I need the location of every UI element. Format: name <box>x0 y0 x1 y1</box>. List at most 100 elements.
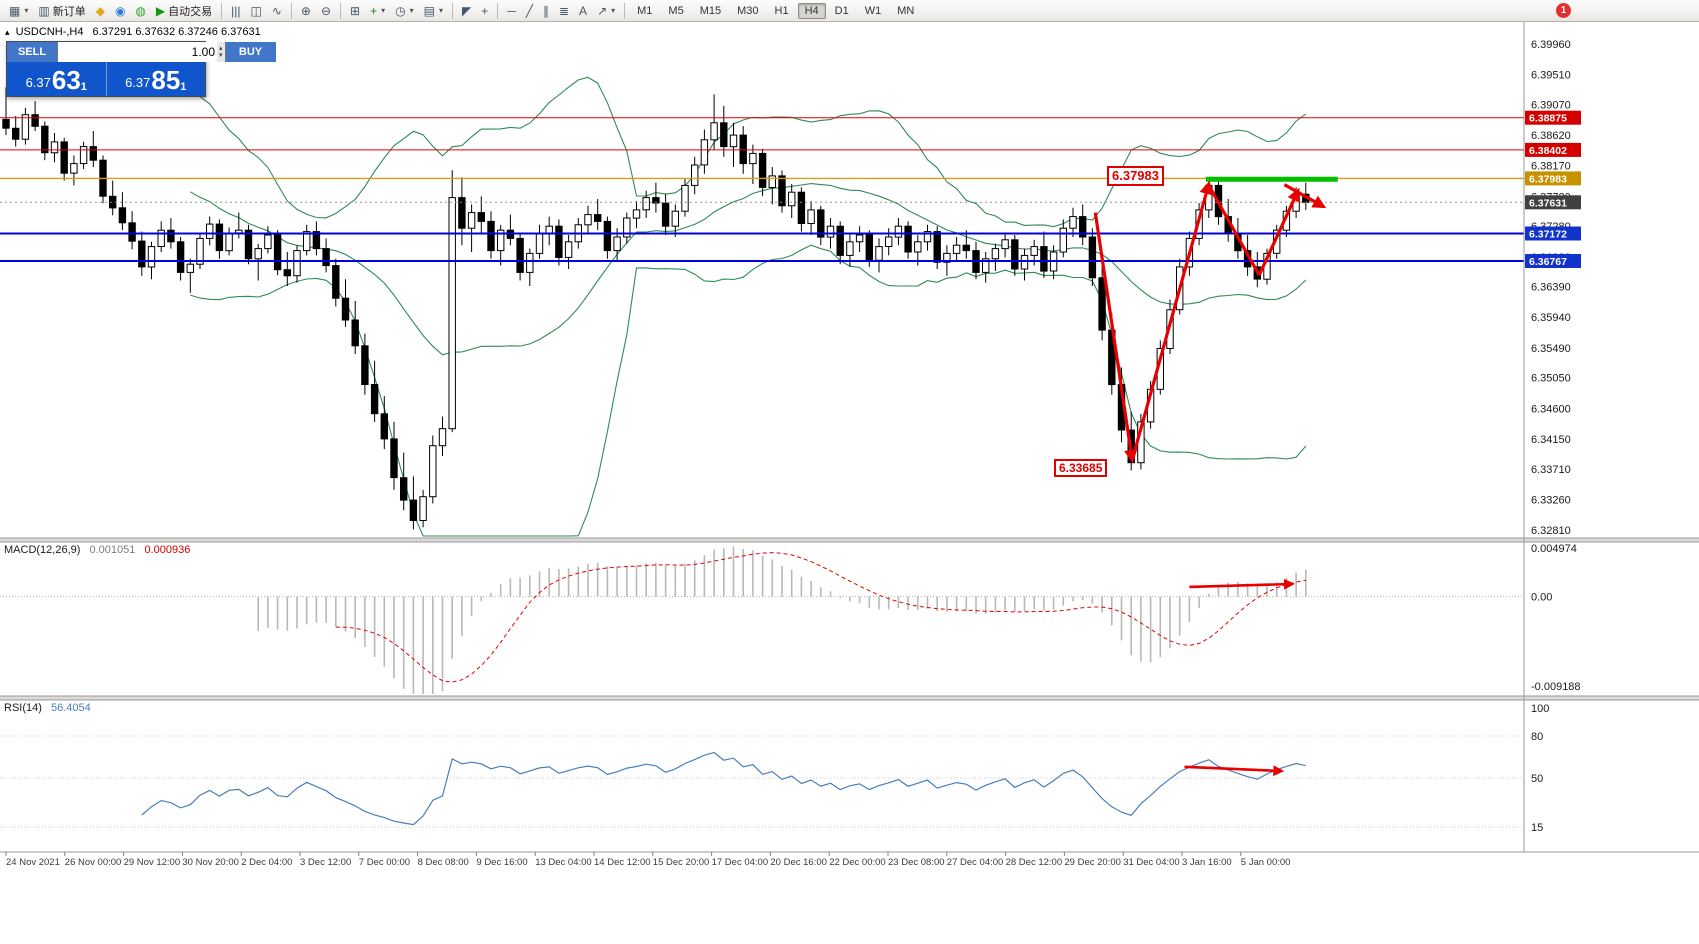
buy-button[interactable]: BUY <box>225 42 276 62</box>
price-annotation[interactable]: 6.37983 <box>1107 166 1164 186</box>
price-tag-value: 6.38402 <box>1529 145 1567 157</box>
volume-down-icon[interactable]: ▾ <box>219 52 223 59</box>
timeframe-mn-button[interactable]: MN <box>897 4 915 17</box>
candle-body <box>89 146 97 161</box>
buy-price[interactable]: 6.37 85 1 <box>107 62 206 96</box>
candle-body <box>448 197 456 430</box>
timeframe-m15-button[interactable]: M15 <box>699 4 722 17</box>
time-axis-label: 17 Dec 04:00 <box>711 857 769 868</box>
text-tool-button[interactable]: A <box>574 0 592 22</box>
candle-body <box>720 122 728 148</box>
timeframe-m30-button[interactable]: M30 <box>737 4 759 17</box>
candlestick-chart-type-button[interactable]: ◫ <box>246 0 267 22</box>
candle-body <box>419 496 427 522</box>
time-axis-label: 27 Dec 04:00 <box>946 857 1004 868</box>
time-axis-label: 7 Dec 00:00 <box>358 857 411 868</box>
profile-icon: ◉ <box>114 3 126 18</box>
candle-body <box>603 220 612 252</box>
trade-widget-prices: 6.37 63 1 6.37 85 1 <box>7 62 205 96</box>
macd-main-value: 0.001051 <box>89 544 136 556</box>
auto-trading-button[interactable]: ▶ 自动交易 <box>151 0 217 22</box>
caret-down-icon[interactable]: ▾ <box>381 6 386 15</box>
profile-button[interactable]: ◉ <box>110 0 130 22</box>
candle-body <box>497 229 505 252</box>
community-button[interactable]: ◍ <box>130 0 150 22</box>
candle-body <box>254 248 262 260</box>
crosshair-tool-button[interactable]: + <box>476 0 493 22</box>
price-axis-label: 6.38170 <box>1531 161 1571 173</box>
new-order-button[interactable]: ▥ 新订单 <box>33 0 90 22</box>
candle-body <box>312 231 321 250</box>
price-tag <box>1525 110 1581 125</box>
time-scale[interactable]: 24 Nov 2021 26 Nov 00:00 29 Nov 12:00 30 No… <box>0 855 1699 873</box>
volume-input[interactable] <box>58 42 217 62</box>
candle-body <box>749 152 757 165</box>
candle-body <box>79 146 88 165</box>
cursor-tool-button[interactable]: ◤ <box>457 0 476 22</box>
tile-windows-button[interactable]: ⊞ <box>345 0 365 22</box>
candle-body <box>904 225 912 253</box>
timeframe-d1-button[interactable]: D1 <box>834 4 849 17</box>
fibonacci-tool-button[interactable]: ≣ <box>554 0 574 22</box>
new-chart-button[interactable]: ▦ ▾ <box>4 0 33 22</box>
price-scale[interactable]: 6.399606.395106.390706.386206.381706.377… <box>1525 39 1581 537</box>
new-order-icon: ▥ <box>38 3 50 18</box>
candlestick-chart-type-icon: ◫ <box>250 3 262 18</box>
drawn-objects[interactable] <box>1093 176 1338 777</box>
volume-stepper[interactable]: ▴ ▾ <box>217 42 225 62</box>
candle-body <box>225 232 233 252</box>
time-axis-label: 5 Jan 00:00 <box>1240 857 1291 868</box>
trend-arrow <box>1184 765 1285 777</box>
candle-body <box>555 225 563 258</box>
price-annotation[interactable]: 6.33685 <box>1054 459 1108 478</box>
trendline-tool-button[interactable]: ╱ <box>521 0 538 22</box>
zoom-in-icon: ⊕ <box>300 3 311 18</box>
rsi-panel <box>0 735 1524 828</box>
timeframe-m5-button[interactable]: M5 <box>668 4 684 17</box>
candle-body <box>215 223 224 252</box>
toolbar-separator <box>624 2 626 19</box>
collapse-icon[interactable]: ▴ <box>5 27 10 37</box>
periods-button[interactable]: ◷ ▾ <box>390 0 419 22</box>
trend-arrow <box>1207 184 1261 276</box>
volume-field[interactable]: ▴ ▾ <box>57 42 226 62</box>
caret-down-icon[interactable]: ▾ <box>438 6 443 15</box>
horizontal-line-tool-button[interactable]: ─ <box>502 0 521 22</box>
caret-down-icon[interactable]: ▾ <box>409 6 414 15</box>
buy-price-big: 6.37 <box>125 75 151 90</box>
timeframe-h4-button[interactable]: H4 <box>797 2 826 19</box>
sell-button[interactable]: SELL <box>7 42 57 62</box>
time-axis-label: 20 Dec 16:00 <box>770 857 827 868</box>
candle-body <box>41 125 49 154</box>
sell-price-point: 1 <box>80 81 87 93</box>
caret-down-icon[interactable]: ▾ <box>611 6 616 15</box>
indicator-scales[interactable]: 0.004974 0.00 -0.009188 100 80 50 15 <box>1531 543 1581 834</box>
notifications-badge[interactable]: 1 <box>1556 3 1571 18</box>
timeframe-w1-button[interactable]: W1 <box>864 4 882 17</box>
channel-tool-icon: ∥ <box>542 3 549 18</box>
templates-button[interactable]: ▤ ▾ <box>419 0 448 22</box>
timeframe-h1-button[interactable]: H1 <box>774 4 789 17</box>
sell-price[interactable]: 6.37 63 1 <box>7 62 107 96</box>
candle-body <box>1011 239 1019 270</box>
timeframe-m1-button[interactable]: M1 <box>637 4 653 17</box>
bar-chart-type-button[interactable]: ||| <box>226 0 245 22</box>
channel-tool-button[interactable]: ∥ <box>538 0 554 22</box>
zoom-out-button[interactable]: ⊖ <box>316 0 336 22</box>
candle-body <box>923 231 932 243</box>
metaquotes-app-button[interactable]: ◆ <box>91 0 110 22</box>
candle-body <box>584 214 592 226</box>
arrows-tool-button[interactable]: ↗ ▾ <box>592 0 620 22</box>
price-axis-label: 6.35940 <box>1531 312 1571 324</box>
candle-body <box>700 139 709 166</box>
zoom-in-button[interactable]: ⊕ <box>296 0 316 22</box>
line-chart-type-button[interactable]: ∿ <box>267 0 287 22</box>
volume-up-icon[interactable]: ▴ <box>219 45 223 52</box>
candle-body <box>1088 236 1097 279</box>
time-axis-label: 3 Dec 12:00 <box>300 857 352 868</box>
caret-down-icon[interactable]: ▾ <box>24 6 29 15</box>
candle-body <box>894 225 903 238</box>
indicators-list-button[interactable]: + ▾ <box>365 0 390 22</box>
candle-body <box>467 212 476 229</box>
